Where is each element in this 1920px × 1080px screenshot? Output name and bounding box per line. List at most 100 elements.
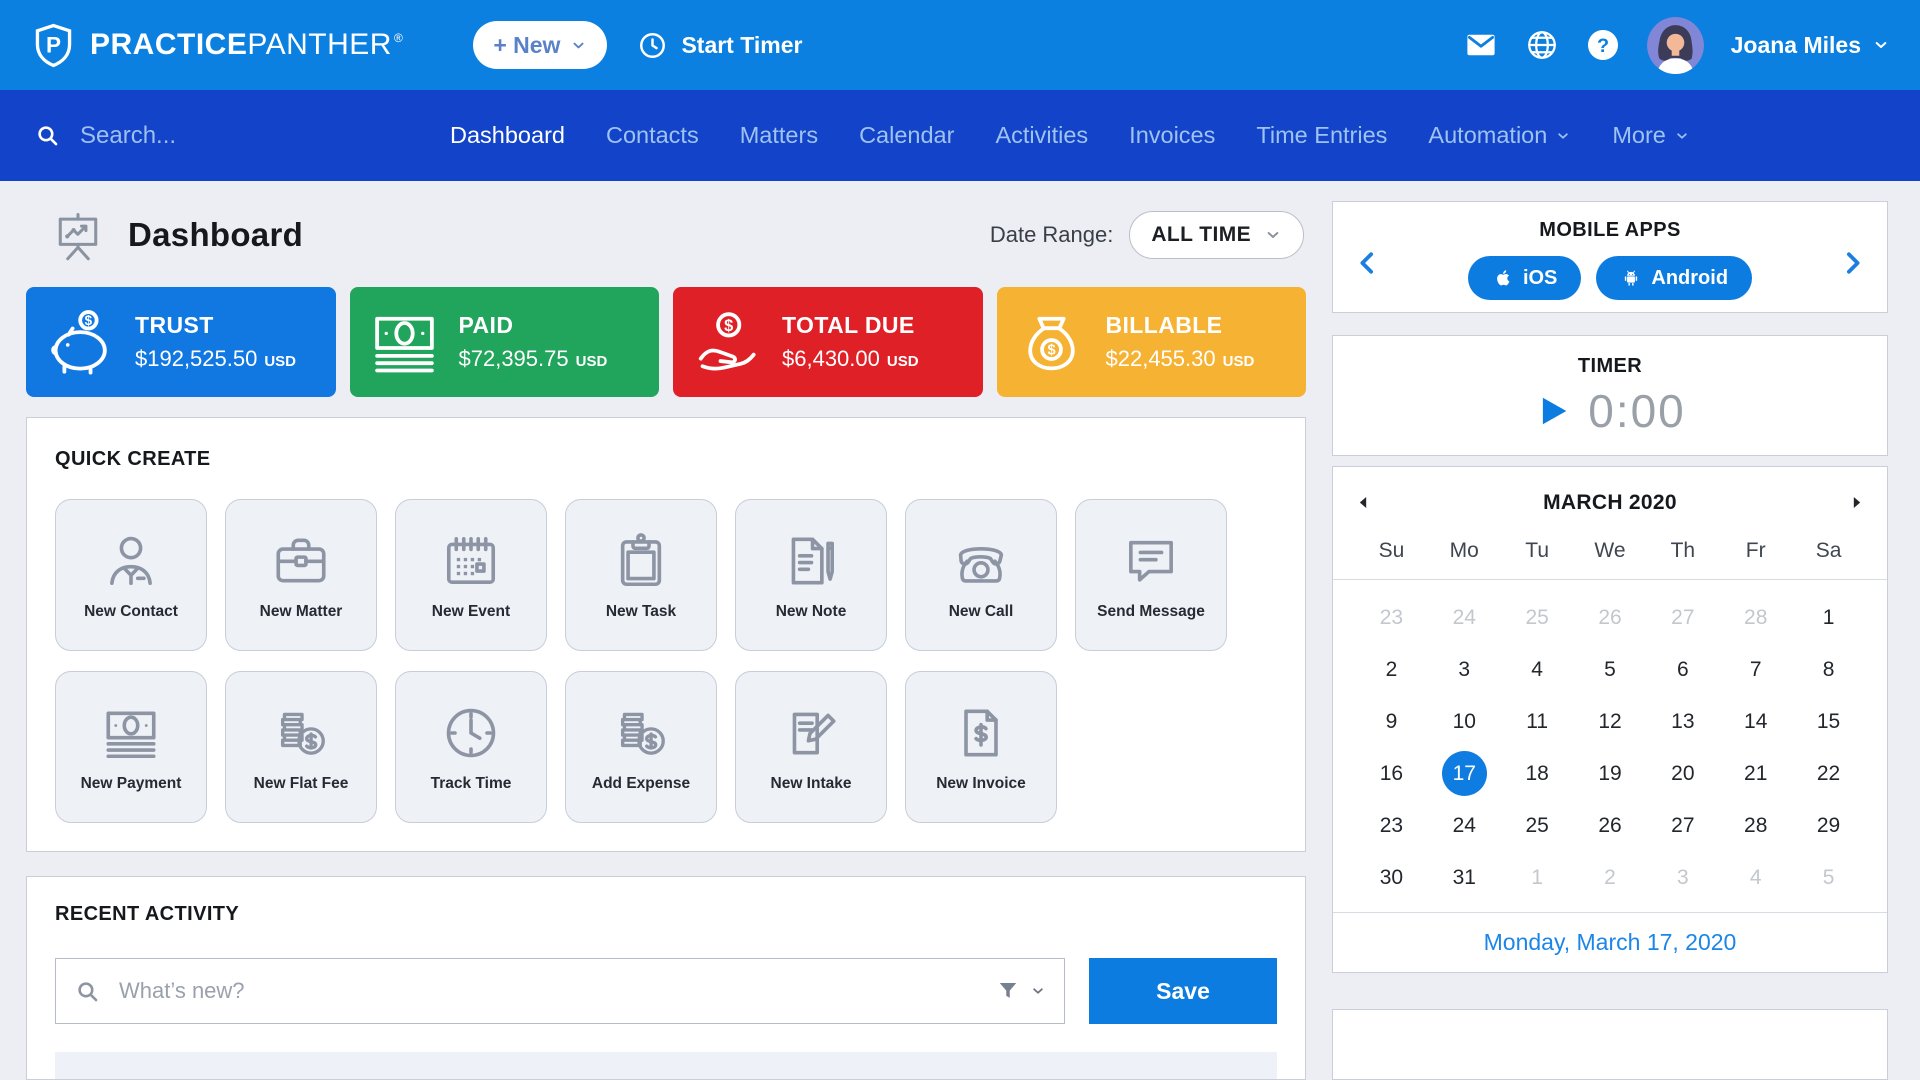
calendar-day[interactable]: 3 xyxy=(1677,865,1689,889)
activity-search-input[interactable] xyxy=(117,977,995,1005)
calendar-day[interactable]: 5 xyxy=(1604,657,1616,681)
calendar-prev-button[interactable] xyxy=(1355,494,1372,511)
new-button[interactable]: + New xyxy=(473,21,608,69)
quick-create-new-invoice[interactable]: New Invoice xyxy=(905,671,1057,823)
android-app-button[interactable]: Android xyxy=(1596,256,1753,300)
calendar-day[interactable]: 9 xyxy=(1385,709,1398,733)
calendar-weekday-row: Su Mo Tu We Th Fr Sa xyxy=(1355,539,1865,579)
activity-search-box[interactable] xyxy=(55,958,1065,1024)
nav-item-matters[interactable]: Matters xyxy=(740,122,818,149)
calendar-day[interactable]: 16 xyxy=(1379,761,1404,785)
activity-filter-button[interactable] xyxy=(995,978,1046,1004)
chevron-down-icon xyxy=(1555,128,1571,144)
calendar-day[interactable]: 22 xyxy=(1816,761,1841,785)
avatar[interactable] xyxy=(1646,16,1704,74)
timer-value: 0:00 xyxy=(1588,384,1686,437)
carousel-prev-button[interactable] xyxy=(1353,248,1383,278)
calendar-day[interactable]: 12 xyxy=(1598,709,1622,733)
calendar-day[interactable]: 26 xyxy=(1598,605,1622,629)
date-range-select[interactable]: ALL TIME xyxy=(1129,211,1304,259)
calendar-day[interactable]: 31 xyxy=(1452,865,1476,889)
calendar-day[interactable]: 3 xyxy=(1458,657,1471,681)
calendar-day[interactable]: 11 xyxy=(1526,709,1549,733)
quick-create-new-note[interactable]: New Note xyxy=(735,499,887,651)
ios-app-button[interactable]: iOS xyxy=(1467,256,1582,300)
calendar-day[interactable]: 1 xyxy=(1531,865,1543,889)
carousel-next-button[interactable] xyxy=(1837,248,1867,278)
quick-create-track-time[interactable]: Track Time xyxy=(395,671,547,823)
quick-create-new-contact[interactable]: New Contact xyxy=(55,499,207,651)
nav-item-more[interactable]: More xyxy=(1612,122,1690,149)
calendar-day[interactable]: 28 xyxy=(1744,605,1768,629)
calendar-day[interactable]: 23 xyxy=(1379,813,1404,837)
quick-create-new-task[interactable]: New Task xyxy=(565,499,717,651)
calendar-day[interactable]: 23 xyxy=(1379,605,1404,629)
brand-name-bold: PRACTICE xyxy=(90,28,248,61)
calendar-day[interactable]: 27 xyxy=(1671,813,1695,837)
stat-card-billable[interactable]: $ BILLABLE $22,455.30 USD xyxy=(996,287,1306,397)
mail-icon[interactable] xyxy=(1464,28,1498,62)
calendar-day[interactable]: 8 xyxy=(1822,657,1835,681)
nav-item-contacts[interactable]: Contacts xyxy=(606,122,699,149)
global-search[interactable] xyxy=(34,120,334,151)
globe-icon[interactable] xyxy=(1525,28,1559,62)
save-button[interactable]: Save xyxy=(1089,958,1277,1024)
calendar-selected-date-link[interactable]: Monday, March 17, 2020 xyxy=(1333,911,1887,972)
calendar-day[interactable]: 14 xyxy=(1744,709,1768,733)
start-timer-button[interactable]: Start Timer xyxy=(637,30,802,61)
quick-create-new-flat-fee[interactable]: New Flat Fee xyxy=(225,671,377,823)
calendar-day[interactable]: 26 xyxy=(1598,813,1622,837)
calendar-day[interactable]: 24 xyxy=(1452,605,1476,629)
calendar-day[interactable]: 6 xyxy=(1677,657,1689,681)
calendar-day[interactable]: 7 xyxy=(1749,657,1762,681)
calendar-day[interactable]: 28 xyxy=(1744,813,1768,837)
stat-card-total-due[interactable]: $ TOTAL DUE $6,430.00 USD xyxy=(673,287,983,397)
nav-item-invoices[interactable]: Invoices xyxy=(1129,122,1215,149)
quick-create-new-event[interactable]: New Event xyxy=(395,499,547,651)
calendar-day[interactable]: 19 xyxy=(1598,761,1622,785)
calendar-day[interactable]: 29 xyxy=(1816,813,1841,837)
calendar-day[interactable]: 18 xyxy=(1525,761,1549,785)
calendar-day[interactable]: 10 xyxy=(1452,709,1476,733)
calendar-day[interactable]: 17 xyxy=(1428,748,1501,800)
calendar-next-button[interactable] xyxy=(1848,494,1865,511)
calendar-day[interactable]: 30 xyxy=(1379,865,1404,889)
nav-item-time-entries[interactable]: Time Entries xyxy=(1256,122,1387,149)
calendar-day[interactable]: 25 xyxy=(1525,605,1549,629)
nav-item-dashboard[interactable]: Dashboard xyxy=(450,122,565,149)
calendar-day[interactable]: 1 xyxy=(1822,605,1835,629)
calendar-day[interactable]: 25 xyxy=(1525,813,1549,837)
calendar-day[interactable]: 13 xyxy=(1671,709,1695,733)
quick-create-new-payment[interactable]: New Payment xyxy=(55,671,207,823)
chevron-down-icon xyxy=(1872,36,1890,54)
nav-item-calendar[interactable]: Calendar xyxy=(859,122,954,149)
dashboard-chart-icon xyxy=(50,207,106,263)
help-icon[interactable]: ? xyxy=(1586,28,1620,62)
calendar-day[interactable]: 2 xyxy=(1385,657,1398,681)
quick-create-new-intake[interactable]: New Intake xyxy=(735,671,887,823)
nav-item-automation[interactable]: Automation xyxy=(1428,122,1571,149)
calendar-day[interactable]: 2 xyxy=(1604,865,1616,889)
calendar-day[interactable]: 15 xyxy=(1816,709,1841,733)
calendar-day[interactable]: 4 xyxy=(1749,865,1762,889)
play-icon[interactable] xyxy=(1534,392,1572,430)
calendar-day[interactable]: 4 xyxy=(1531,657,1543,681)
nav-item-activities[interactable]: Activities xyxy=(995,122,1088,149)
quick-create-new-call[interactable]: New Call xyxy=(905,499,1057,651)
quick-create-new-matter[interactable]: New Matter xyxy=(225,499,377,651)
nav-item-label: Automation xyxy=(1428,122,1548,148)
calendar-day[interactable]: 5 xyxy=(1822,865,1835,889)
quick-create-add-expense[interactable]: Add Expense xyxy=(565,671,717,823)
stat-card-trust[interactable]: $ TRUST $192,525.50 USD xyxy=(26,287,336,397)
calendar-day[interactable]: 20 xyxy=(1671,761,1695,785)
user-menu[interactable]: Joana Miles xyxy=(1731,32,1890,59)
stat-card-paid[interactable]: PAID $72,395.75 USD xyxy=(349,287,659,397)
android-icon xyxy=(1620,267,1642,289)
calendar-day[interactable]: 24 xyxy=(1452,813,1476,837)
nav-item-label: Invoices xyxy=(1129,122,1216,148)
search-input[interactable] xyxy=(78,120,308,151)
quick-create-send-message[interactable]: Send Message xyxy=(1075,499,1227,651)
calendar-day[interactable]: 21 xyxy=(1744,761,1768,785)
calendar-day[interactable]: 27 xyxy=(1671,605,1695,629)
brand-logo[interactable]: P PRACTICEPANTHER ® xyxy=(30,22,403,69)
